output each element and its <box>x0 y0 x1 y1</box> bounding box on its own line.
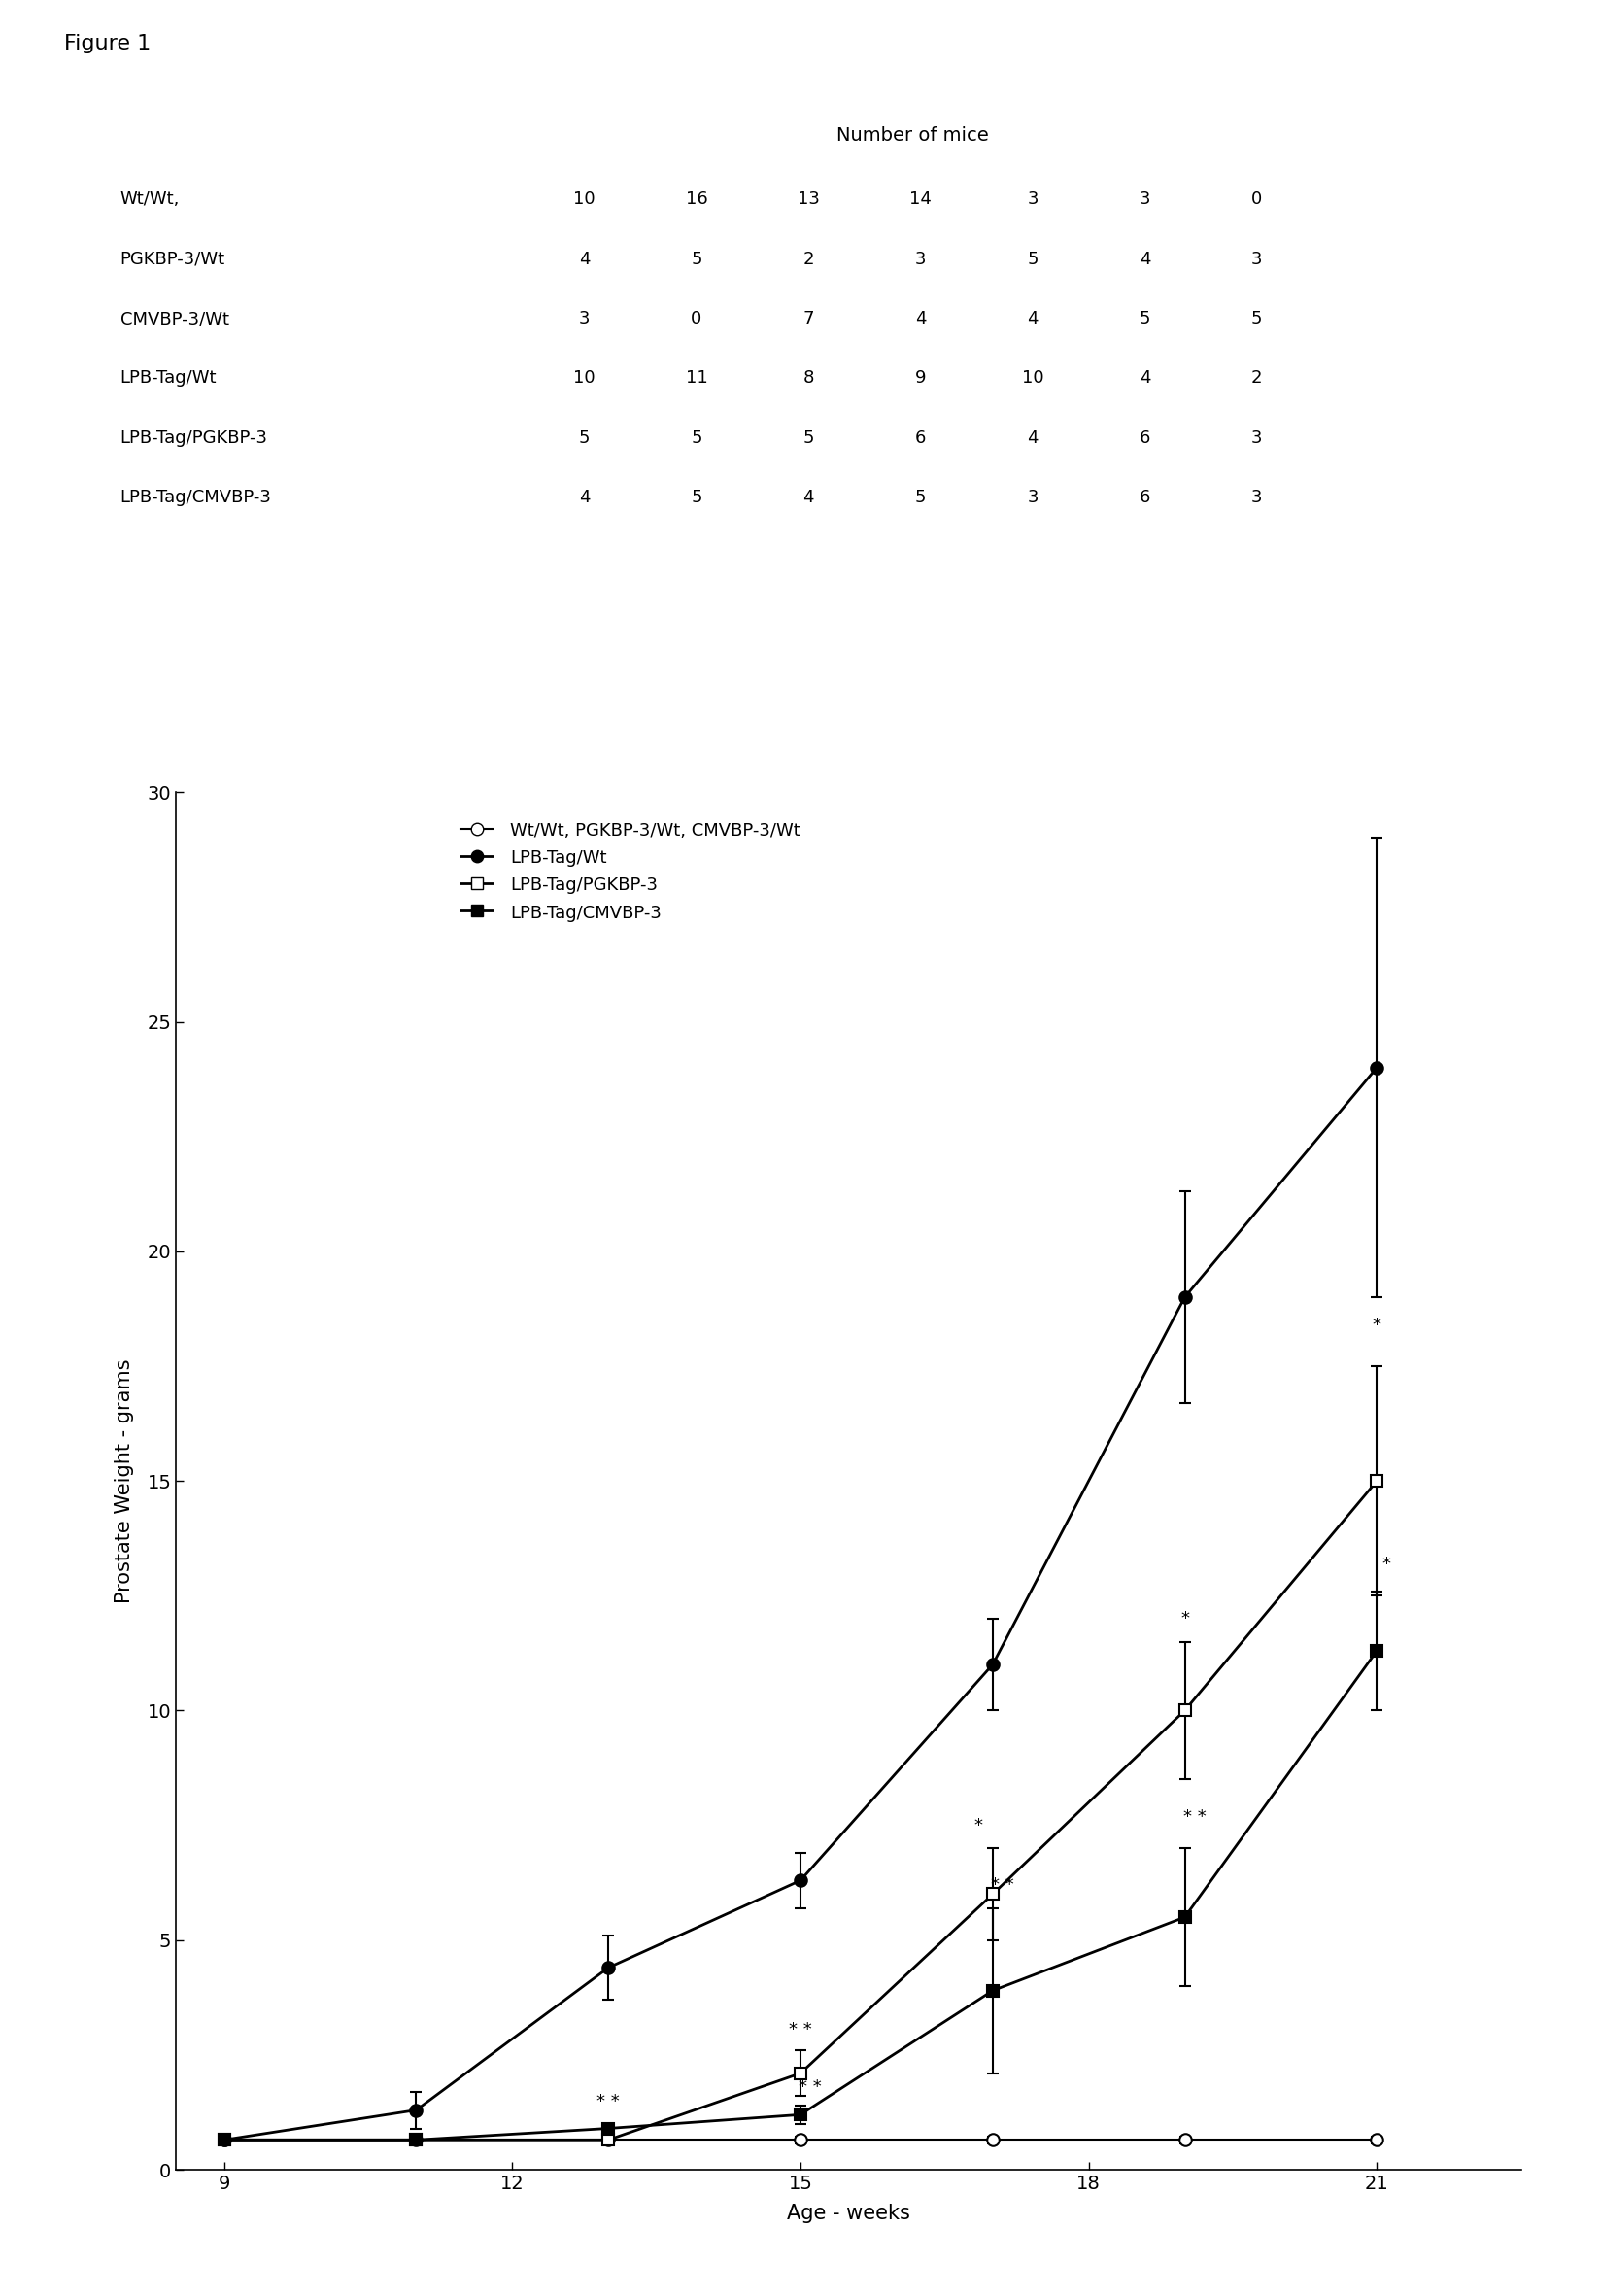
Text: 16: 16 <box>685 191 708 209</box>
Text: 3: 3 <box>1140 191 1150 209</box>
Text: * *: * * <box>597 2092 620 2110</box>
Y-axis label: Prostate Weight - grams: Prostate Weight - grams <box>114 1359 134 1603</box>
Text: 2: 2 <box>804 250 813 269</box>
Text: 14: 14 <box>909 191 932 209</box>
Text: 7: 7 <box>804 310 813 328</box>
Text: 3: 3 <box>1252 489 1262 507</box>
Text: LPB-Tag/Wt: LPB-Tag/Wt <box>120 370 216 388</box>
Text: 4: 4 <box>804 489 813 507</box>
Text: Wt/Wt,: Wt/Wt, <box>120 191 179 209</box>
Text: 10: 10 <box>573 370 596 388</box>
Text: LPB-Tag/PGKBP-3: LPB-Tag/PGKBP-3 <box>120 429 267 448</box>
Text: 4: 4 <box>1028 310 1037 328</box>
Text: 5: 5 <box>1252 310 1262 328</box>
Text: 4: 4 <box>1028 429 1037 448</box>
Text: 5: 5 <box>1140 310 1150 328</box>
Text: 13: 13 <box>797 191 820 209</box>
Text: *: * <box>973 1816 983 1835</box>
Text: *: * <box>1372 1316 1382 1334</box>
Text: 3: 3 <box>1028 489 1037 507</box>
Text: *: * <box>1382 1554 1391 1573</box>
Text: * *: * * <box>991 1876 1013 1894</box>
Text: 5: 5 <box>692 250 701 269</box>
Text: 5: 5 <box>916 489 925 507</box>
Text: 3: 3 <box>1028 191 1037 209</box>
Text: LPB-Tag/CMVBP-3: LPB-Tag/CMVBP-3 <box>120 489 272 507</box>
Text: CMVBP-3/Wt: CMVBP-3/Wt <box>120 310 229 328</box>
Text: 5: 5 <box>1028 250 1037 269</box>
Text: 5: 5 <box>580 429 589 448</box>
Text: 3: 3 <box>580 310 589 328</box>
Text: 4: 4 <box>580 489 589 507</box>
Text: 4: 4 <box>1140 250 1150 269</box>
Text: 0: 0 <box>692 310 701 328</box>
Text: 11: 11 <box>685 370 708 388</box>
Text: 4: 4 <box>916 310 925 328</box>
Text: *: * <box>1180 1609 1190 1628</box>
Text: 3: 3 <box>1252 250 1262 269</box>
X-axis label: Age - weeks: Age - weeks <box>788 2204 909 2223</box>
Text: 3: 3 <box>1252 429 1262 448</box>
Legend: Wt/Wt, PGKBP-3/Wt, CMVBP-3/Wt, LPB-Tag/Wt, LPB-Tag/PGKBP-3, LPB-Tag/CMVBP-3: Wt/Wt, PGKBP-3/Wt, CMVBP-3/Wt, LPB-Tag/W… <box>453 815 807 928</box>
Text: 10: 10 <box>573 191 596 209</box>
Text: 9: 9 <box>916 370 925 388</box>
Text: 6: 6 <box>916 429 925 448</box>
Text: * *: * * <box>789 2020 812 2039</box>
Text: 8: 8 <box>804 370 813 388</box>
Text: 2: 2 <box>1252 370 1262 388</box>
Text: 10: 10 <box>1021 370 1044 388</box>
Text: Number of mice: Number of mice <box>836 126 989 145</box>
Text: * *: * * <box>799 2078 821 2096</box>
Text: 5: 5 <box>692 489 701 507</box>
Text: 3: 3 <box>916 250 925 269</box>
Text: 0: 0 <box>1252 191 1262 209</box>
Text: 5: 5 <box>804 429 813 448</box>
Text: Figure 1: Figure 1 <box>64 34 150 53</box>
Text: 5: 5 <box>692 429 701 448</box>
Text: PGKBP-3/Wt: PGKBP-3/Wt <box>120 250 226 269</box>
Text: 4: 4 <box>1140 370 1150 388</box>
Text: * *: * * <box>1183 1807 1206 1825</box>
Text: 6: 6 <box>1140 429 1150 448</box>
Text: 6: 6 <box>1140 489 1150 507</box>
Text: 4: 4 <box>580 250 589 269</box>
